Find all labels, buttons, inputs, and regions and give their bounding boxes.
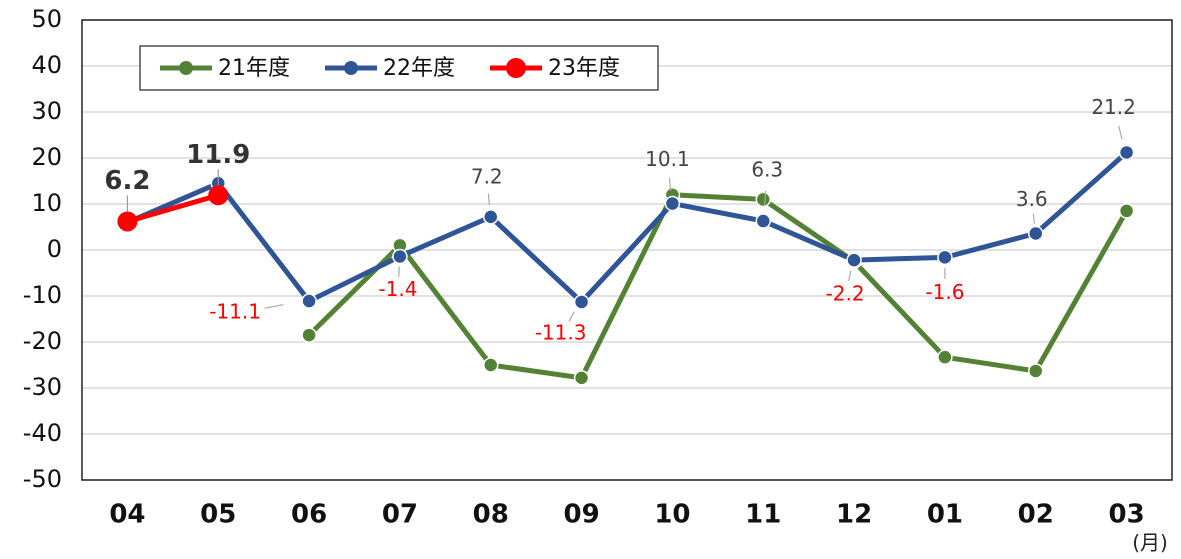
point bbox=[573, 370, 590, 386]
legend-label: 22年度 bbox=[383, 56, 455, 81]
data-label: 6.2 bbox=[104, 166, 150, 196]
leader-line bbox=[1118, 125, 1123, 140]
point bbox=[392, 248, 408, 265]
point bbox=[1028, 225, 1044, 242]
legend-label: 21年度 bbox=[218, 56, 290, 81]
data-label: 6.3 bbox=[751, 158, 783, 182]
legend-box bbox=[139, 45, 659, 91]
x-tick-label: 10 bbox=[654, 500, 690, 530]
legend-marker bbox=[179, 61, 193, 75]
x-axis-label: (月) bbox=[1132, 531, 1168, 555]
x-tick-label: 06 bbox=[291, 500, 327, 530]
x-tick-label: 03 bbox=[1108, 500, 1144, 530]
x-tick-label: 11 bbox=[745, 500, 781, 530]
data-label: -1.6 bbox=[925, 280, 964, 304]
point bbox=[208, 185, 229, 206]
leader-line bbox=[764, 190, 767, 207]
y-tick-label: 10 bbox=[31, 189, 62, 217]
point bbox=[573, 294, 590, 310]
y-tick-label: -50 bbox=[23, 465, 62, 493]
y-tick-label: 50 bbox=[31, 5, 62, 33]
data-label: 21.2 bbox=[1091, 95, 1136, 119]
data-label: 10.1 bbox=[645, 147, 690, 171]
legend-marker bbox=[506, 58, 526, 78]
x-tick-label: 04 bbox=[109, 500, 145, 530]
data-label: 7.2 bbox=[471, 164, 503, 188]
point bbox=[937, 249, 953, 266]
legend: 21年度 22年度 23年度 bbox=[139, 45, 659, 91]
data-label: -2.2 bbox=[826, 282, 865, 306]
data-label: -11.1 bbox=[209, 300, 261, 324]
y-tick-label: 20 bbox=[31, 143, 62, 171]
x-tick-label: 02 bbox=[1018, 500, 1054, 530]
y-tick-label: -40 bbox=[23, 419, 62, 447]
leader-line bbox=[668, 177, 672, 191]
x-tick-label: 05 bbox=[200, 500, 236, 530]
series-line bbox=[126, 150, 1129, 305]
point bbox=[117, 211, 138, 232]
point bbox=[1118, 203, 1135, 219]
x-tick-label: 08 bbox=[473, 500, 509, 530]
point bbox=[301, 293, 317, 309]
leader-line bbox=[487, 193, 490, 206]
plot-border bbox=[81, 19, 1173, 481]
y-tick-label: -30 bbox=[23, 373, 62, 401]
legend-label: 23年度 bbox=[548, 56, 620, 81]
leader-line bbox=[568, 311, 575, 322]
y-tick-label: -20 bbox=[23, 327, 62, 355]
data-label: 11.9 bbox=[186, 140, 250, 170]
point bbox=[846, 252, 862, 268]
data-label: 3.6 bbox=[1016, 187, 1048, 211]
y-tick-label: 40 bbox=[31, 51, 62, 79]
data-label: -1.4 bbox=[378, 277, 417, 301]
legend-marker bbox=[344, 61, 358, 75]
x-tick-label: 01 bbox=[927, 500, 963, 530]
point bbox=[755, 191, 771, 208]
point bbox=[755, 213, 771, 229]
series-line bbox=[126, 192, 219, 224]
y-tick-label: 30 bbox=[31, 97, 62, 125]
y-tick-label: -10 bbox=[23, 281, 62, 309]
point bbox=[1118, 144, 1135, 161]
point bbox=[1028, 363, 1044, 379]
point bbox=[301, 327, 317, 343]
series-line bbox=[307, 192, 1129, 381]
leader-line bbox=[1032, 213, 1035, 224]
point bbox=[483, 357, 499, 373]
x-tick-label: 12 bbox=[836, 500, 872, 530]
x-tick-label: 07 bbox=[382, 500, 418, 530]
y-tick-label: 0 bbox=[47, 235, 62, 263]
leader-line bbox=[264, 304, 284, 309]
point bbox=[937, 349, 953, 365]
x-tick-label: 09 bbox=[563, 500, 599, 530]
point bbox=[664, 195, 681, 212]
data-label: -11.3 bbox=[535, 320, 587, 344]
leader-line bbox=[848, 270, 852, 282]
leader-line bbox=[398, 266, 400, 277]
point bbox=[483, 209, 499, 225]
